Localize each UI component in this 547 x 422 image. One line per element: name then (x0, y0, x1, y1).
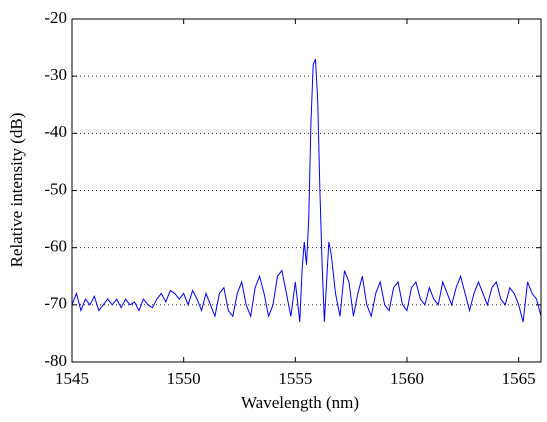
plot-area (72, 19, 541, 362)
axes-frame (71, 18, 542, 363)
x-tick-label: 1555 (278, 369, 312, 388)
x-tick-label: 1565 (502, 369, 536, 388)
x-tick-label: 1545 (55, 369, 89, 388)
y-tick-label: -20 (44, 8, 67, 27)
x-axis-label: Wavelength (nm) (241, 393, 359, 412)
y-tick-label: -60 (44, 237, 67, 256)
y-tick-label: -80 (44, 351, 67, 370)
y-tick-label: -30 (44, 65, 67, 84)
y-axis-label: Relative intensity (dB) (7, 113, 26, 268)
x-tick-label: 1560 (390, 369, 424, 388)
y-tick-label: -50 (44, 179, 67, 198)
y-tick-label: -70 (44, 294, 67, 313)
x-tick-label: 1550 (167, 369, 201, 388)
y-tick-label: -40 (44, 122, 67, 141)
spectrum-line (71, 58, 542, 323)
